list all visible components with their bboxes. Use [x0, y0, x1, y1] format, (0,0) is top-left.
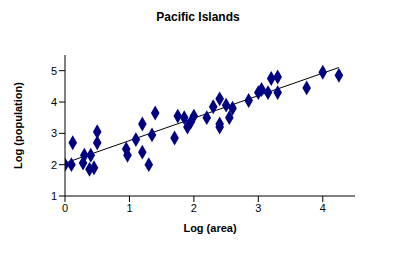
svg-text:3: 3 [255, 202, 261, 214]
svg-text:Log (area): Log (area) [183, 222, 237, 234]
svg-text:2: 2 [51, 159, 57, 171]
svg-text:1: 1 [126, 202, 132, 214]
svg-text:5: 5 [51, 65, 57, 77]
svg-text:1: 1 [51, 190, 57, 202]
svg-text:Log (population): Log (population) [12, 82, 24, 169]
svg-text:4: 4 [320, 202, 326, 214]
html-text:Pacific Islands: Pacific Islands [156, 10, 240, 24]
svg-text:4: 4 [51, 96, 57, 108]
svg-text:2: 2 [191, 202, 197, 214]
svg-text:0: 0 [62, 202, 68, 214]
svg-text:3: 3 [51, 127, 57, 139]
